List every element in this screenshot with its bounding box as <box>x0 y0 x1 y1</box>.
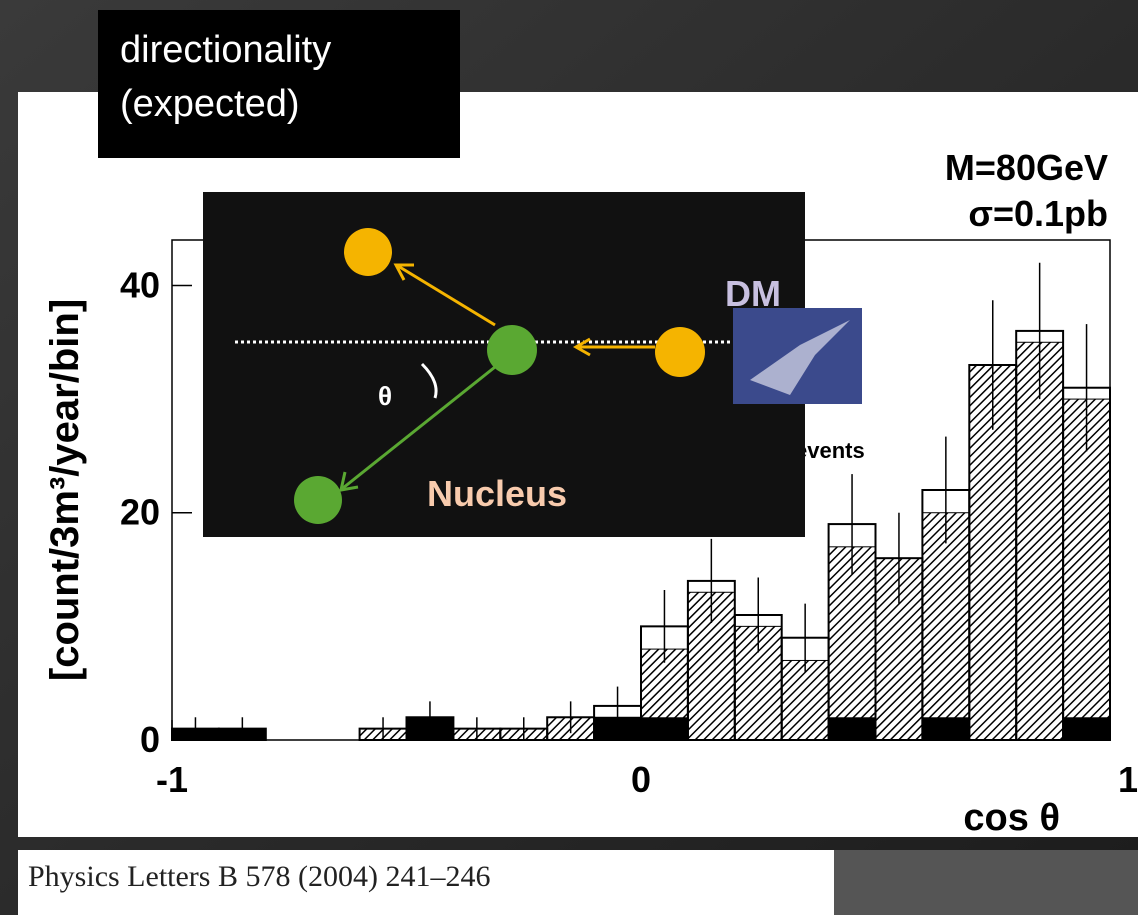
nucleus-label: Nucleus <box>427 473 567 514</box>
label-line: (expected) <box>120 83 300 125</box>
x-tick-label: 1 <box>1118 759 1138 800</box>
annotation: σ=0.1pb <box>968 193 1108 234</box>
signal-bar <box>829 547 876 740</box>
background-bar <box>641 717 688 740</box>
citation: Physics Letters B 578 (2004) 241–246 <box>28 860 490 893</box>
annotation: events <box>795 438 865 463</box>
x-tick-label: -1 <box>156 759 188 800</box>
label-line: directionality <box>120 29 331 71</box>
x-axis-label: cos θ <box>963 797 1060 839</box>
page: Physics Letters B 578 (2004) 241–246 dir… <box>0 0 1138 915</box>
recoil-nucleus <box>294 476 342 524</box>
signal-bar <box>1016 342 1063 740</box>
y-axis-label: [count/3m³/year/bin] <box>43 299 87 681</box>
y-tick-label: 0 <box>140 719 160 760</box>
dm-label: DM <box>725 273 781 314</box>
signal-bar <box>782 660 829 740</box>
dm-particle <box>655 327 705 377</box>
nucleus <box>487 325 537 375</box>
y-tick-label: 40 <box>120 264 160 305</box>
photo-fragment <box>834 850 1138 915</box>
x-tick-label: 0 <box>631 759 651 800</box>
background-bar <box>922 717 969 740</box>
angle-label: θ <box>378 381 392 411</box>
annotation: M=80GeV <box>945 147 1108 188</box>
y-tick-label: 20 <box>120 492 160 533</box>
inset-diagram: θ DM Nucleus <box>203 192 862 537</box>
background-bar <box>1063 717 1110 740</box>
signal-bar <box>922 513 969 740</box>
chart: Physics Letters B 578 (2004) 241–246 dir… <box>0 0 1138 915</box>
background-bar <box>829 717 876 740</box>
scattered-dm <box>344 228 392 276</box>
